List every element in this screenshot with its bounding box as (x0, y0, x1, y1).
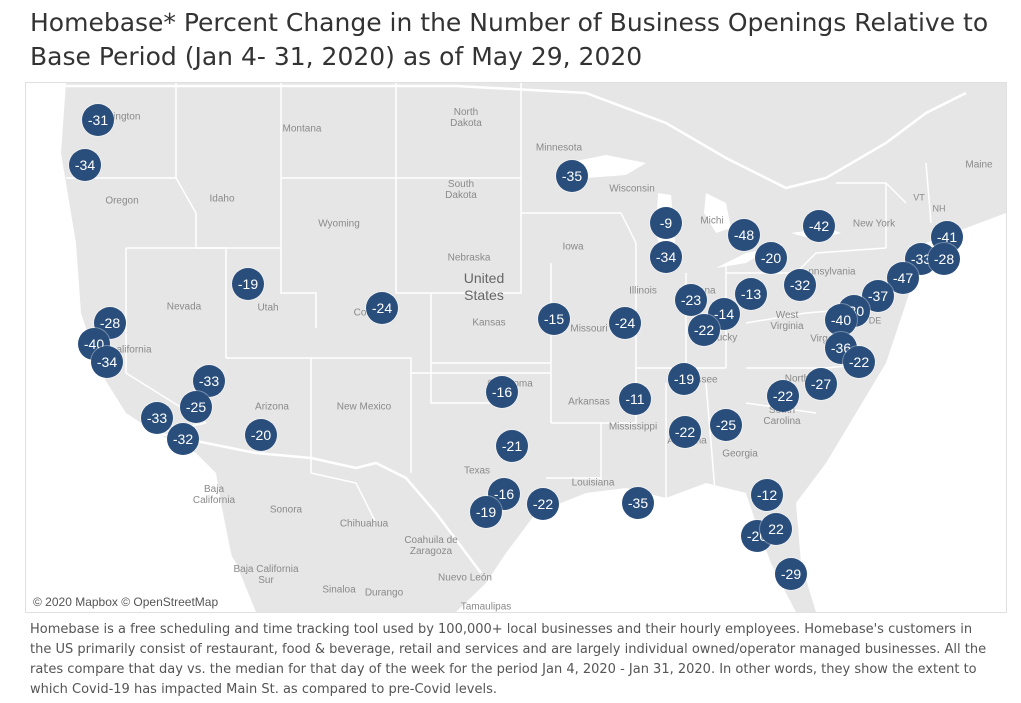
map-marker[interactable]: -29 (775, 558, 807, 590)
label-michigan: Michi (700, 215, 724, 227)
label-west-virginia: West Virginia (770, 310, 804, 332)
map-marker[interactable]: -16 (486, 376, 518, 408)
map-marker[interactable]: -19 (470, 496, 502, 528)
map-marker[interactable]: -24 (366, 292, 398, 324)
map-marker[interactable]: -15 (538, 303, 570, 335)
map-marker[interactable]: -21 (496, 430, 528, 462)
label-nebraska: Nebraska (447, 252, 491, 264)
gulf-of-california (186, 503, 256, 612)
label-pennsylvania: nnsylvania (808, 266, 856, 278)
map-marker[interactable]: -32 (784, 269, 816, 301)
map-marker[interactable]: -22 (688, 314, 720, 346)
label-virginia: Virg (810, 333, 828, 345)
label-colorado: Co (353, 307, 367, 319)
map-marker[interactable]: -28 (928, 243, 960, 275)
label-nh: NH (932, 203, 946, 214)
map-marker[interactable]: -22 (669, 416, 701, 448)
label-durango: Durango (364, 587, 404, 599)
map-marker[interactable]: -22 (767, 380, 799, 412)
label-indiana: na (704, 285, 716, 297)
label-nuevo-leon: Nuevo León (438, 572, 492, 584)
label-washington: hington (107, 111, 141, 123)
map-marker[interactable]: -34 (69, 149, 101, 181)
map-marker[interactable]: -16 (488, 478, 520, 510)
us-mexico-border (155, 431, 482, 574)
us-canada-border (66, 84, 967, 190)
label-chihuahua: Chihuahua (339, 518, 389, 530)
label-north-dakota: North Dakota (450, 107, 482, 129)
label-wyoming: Wyoming (318, 218, 360, 230)
label-louisiana: Louisiana (571, 477, 615, 489)
label-united-states: United States (463, 270, 505, 303)
label-montana: Montana (282, 123, 322, 135)
map-marker[interactable]: -34 (650, 241, 682, 273)
lake-huron (704, 193, 731, 233)
map-marker[interactable]: -42 (803, 210, 835, 242)
map-canvas[interactable]: hington Montana North Dakota Minnesota M… (25, 82, 1007, 613)
label-wisconsin: Wisconsin (609, 183, 655, 195)
label-arkansas: Arkansas (568, 396, 610, 408)
map-marker[interactable]: 22 (760, 513, 792, 545)
map-marker[interactable]: -12 (751, 479, 783, 511)
map-marker[interactable]: -22 (527, 488, 559, 520)
label-vt: VT (913, 192, 925, 203)
label-south-dakota: South Dakota (445, 179, 477, 201)
label-new-york: New York (852, 218, 896, 230)
map-marker[interactable]: -34 (91, 346, 123, 378)
label-coahuila: Coahuila de Zaragoza (404, 535, 458, 557)
label-utah: Utah (257, 302, 279, 314)
pacific-ocean (26, 83, 246, 612)
map-marker[interactable]: -20 (755, 242, 787, 274)
map-marker[interactable]: -13 (735, 278, 767, 310)
map-marker[interactable]: -20 (245, 419, 277, 451)
map-attribution[interactable]: © 2020 Mapbox © OpenStreetMap (30, 595, 222, 609)
label-illinois: Illinois (629, 285, 657, 297)
label-idaho: Idaho (209, 193, 235, 205)
label-baja-california: Baja California (192, 484, 236, 506)
map-marker[interactable]: -35 (556, 160, 588, 192)
label-missouri: Missouri (570, 323, 608, 335)
map-marker[interactable]: -19 (668, 363, 700, 395)
map-marker[interactable]: -33 (141, 402, 173, 434)
label-baja-california-sur: Baja California Sur (233, 564, 299, 586)
map-marker[interactable]: -35 (622, 487, 654, 519)
map-marker[interactable]: -31 (82, 104, 114, 136)
label-minnesota: Minnesota (535, 142, 583, 154)
label-nevada: Nevada (166, 301, 202, 313)
label-texas: Texas (463, 465, 491, 477)
label-mississippi: Mississippi (608, 421, 658, 433)
page-title: Homebase* Percent Change in the Number o… (30, 8, 989, 71)
label-maine: Maine (965, 159, 993, 171)
atlantic-ocean (796, 213, 1006, 612)
footnote: Homebase is a free scheduling and time t… (30, 622, 987, 697)
label-sinaloa: Sinaloa (322, 584, 356, 596)
label-kentucky: ucky (716, 332, 738, 344)
map-marker[interactable]: -22 (843, 346, 875, 378)
label-tamaulipas: Tamaulipas (460, 601, 512, 613)
map-marker[interactable]: -40 (825, 304, 857, 336)
label-kansas: Kansas (472, 317, 506, 329)
map-marker[interactable]: -9 (650, 207, 682, 239)
map-marker[interactable]: -23 (675, 284, 707, 316)
map-marker[interactable]: -48 (728, 219, 760, 251)
label-tennessee: ssee (696, 374, 718, 386)
map-marker[interactable]: -27 (805, 368, 837, 400)
label-iowa: Iowa (562, 241, 584, 253)
map-marker[interactable]: -24 (609, 307, 641, 339)
map-marker[interactable]: -11 (619, 383, 651, 415)
map-marker[interactable]: -25 (710, 409, 742, 441)
map-marker[interactable]: -19 (232, 268, 264, 300)
map-marker[interactable]: -32 (167, 423, 199, 455)
label-new-mexico: New Mexico (336, 401, 392, 413)
label-de: DE (868, 315, 882, 326)
label-arizona: Arizona (255, 401, 289, 413)
label-sonora: Sonora (269, 504, 303, 516)
label-north-carolina: North (784, 373, 810, 385)
label-georgia: Georgia (722, 448, 758, 460)
label-oregon: Oregon (105, 195, 139, 207)
map-marker[interactable]: -25 (180, 391, 212, 423)
label-california: alifornia (116, 344, 152, 356)
